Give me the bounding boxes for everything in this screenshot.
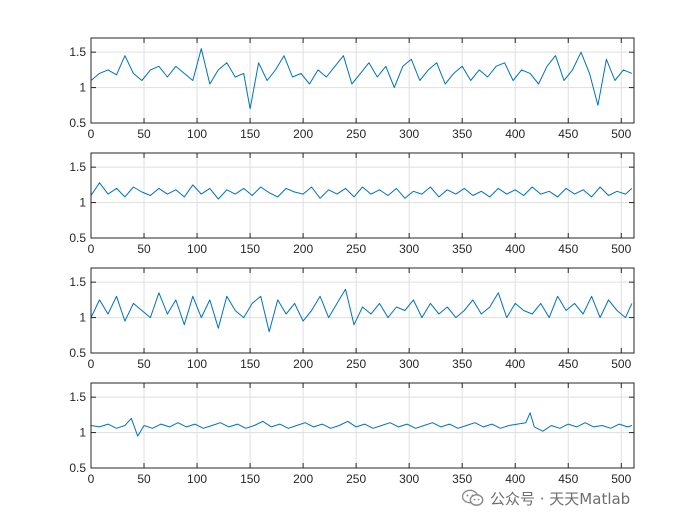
- x-tick-label: 200: [293, 242, 313, 256]
- axes-box: [90, 152, 635, 239]
- x-tick-label: 50: [137, 472, 151, 486]
- x-tick-label: 0: [88, 127, 95, 141]
- y-tick-label: 1: [79, 426, 86, 440]
- series-line: [90, 48, 633, 110]
- x-tick-label: 350: [452, 242, 472, 256]
- y-tick-label: 1: [79, 311, 86, 325]
- series-line: [90, 182, 633, 200]
- x-tick-label: 50: [137, 357, 151, 371]
- subplot-2: 0 50 100 150 200 250 300 350 400 450 500 0.5 1 1.5: [69, 152, 635, 256]
- x-tick-label: 300: [399, 472, 419, 486]
- x-tick-label: 0: [88, 472, 95, 486]
- x-tick-label: 100: [187, 472, 207, 486]
- x-tick-label: 450: [558, 357, 578, 371]
- y-tick-label: 1.5: [69, 45, 86, 59]
- y-tick-label: 1.5: [69, 160, 86, 174]
- x-tick-label: 100: [187, 357, 207, 371]
- x-tick-label: 250: [346, 472, 366, 486]
- x-tick-label: 450: [558, 472, 578, 486]
- x-tick-label: 250: [346, 127, 366, 141]
- x-tick-label: 50: [137, 242, 151, 256]
- plot-area: [91, 268, 634, 353]
- y-tick-label: 0.5: [69, 346, 86, 360]
- subplot-3: 0 50 100 150 200 250 300 350 400 450 500 0.5 1 1.5: [69, 267, 635, 371]
- axes-box: [90, 267, 635, 354]
- subplot-4: 0 50 100 150 200 250 300 350 400 450 500 0.5 1 1.5: [69, 382, 635, 486]
- watermark-text: 公众号 · 天天Matlab: [490, 489, 631, 508]
- axes-box: [90, 37, 635, 124]
- x-tick-label: 0: [88, 242, 95, 256]
- y-tick-label: 1: [79, 81, 86, 95]
- x-tick-label: 500: [611, 357, 631, 371]
- x-tick-label: 150: [240, 472, 260, 486]
- y-tick-label: 1.5: [69, 275, 86, 289]
- x-tick-label: 400: [505, 242, 525, 256]
- x-tick-label: 150: [240, 357, 260, 371]
- x-tick-label: 500: [611, 242, 631, 256]
- y-tick-label: 0.5: [69, 461, 86, 475]
- x-tick-label: 500: [611, 127, 631, 141]
- x-tick-label: 100: [187, 127, 207, 141]
- x-tick-label: 450: [558, 127, 578, 141]
- x-tick-label: 200: [293, 357, 313, 371]
- plot-area: [91, 38, 634, 123]
- y-tick-label: 1: [79, 196, 86, 210]
- x-tick-label: 300: [399, 357, 419, 371]
- x-tick-label: 300: [399, 242, 419, 256]
- watermark: 公众号 · 天天Matlab: [461, 486, 631, 510]
- x-tick-label: 50: [137, 127, 151, 141]
- y-tick-label: 1.5: [69, 390, 86, 404]
- wechat-icon: [461, 489, 484, 507]
- series-line: [90, 288, 633, 333]
- x-tick-label: 150: [240, 127, 260, 141]
- x-tick-label: 450: [558, 242, 578, 256]
- x-tick-label: 400: [505, 472, 525, 486]
- x-tick-label: 400: [505, 357, 525, 371]
- x-tick-label: 150: [240, 242, 260, 256]
- x-tick-label: 350: [452, 472, 472, 486]
- x-tick-label: 250: [346, 242, 366, 256]
- y-tick-label: 0.5: [69, 116, 86, 130]
- x-tick-label: 500: [611, 472, 631, 486]
- x-tick-label: 200: [293, 472, 313, 486]
- y-tick-label: 0.5: [69, 231, 86, 245]
- series-line: [90, 412, 633, 437]
- x-tick-label: 200: [293, 127, 313, 141]
- x-tick-label: 250: [346, 357, 366, 371]
- subplot-1: 0 50 100 150 200 250 300 350 400 450 500 0.5 1 1.5: [69, 37, 635, 141]
- x-tick-label: 300: [399, 127, 419, 141]
- x-tick-label: 100: [187, 242, 207, 256]
- x-tick-label: 350: [452, 357, 472, 371]
- axes-box: [90, 382, 635, 469]
- x-tick-label: 0: [88, 357, 95, 371]
- plot-area: [91, 153, 634, 238]
- x-tick-label: 350: [452, 127, 472, 141]
- x-tick-label: 400: [505, 127, 525, 141]
